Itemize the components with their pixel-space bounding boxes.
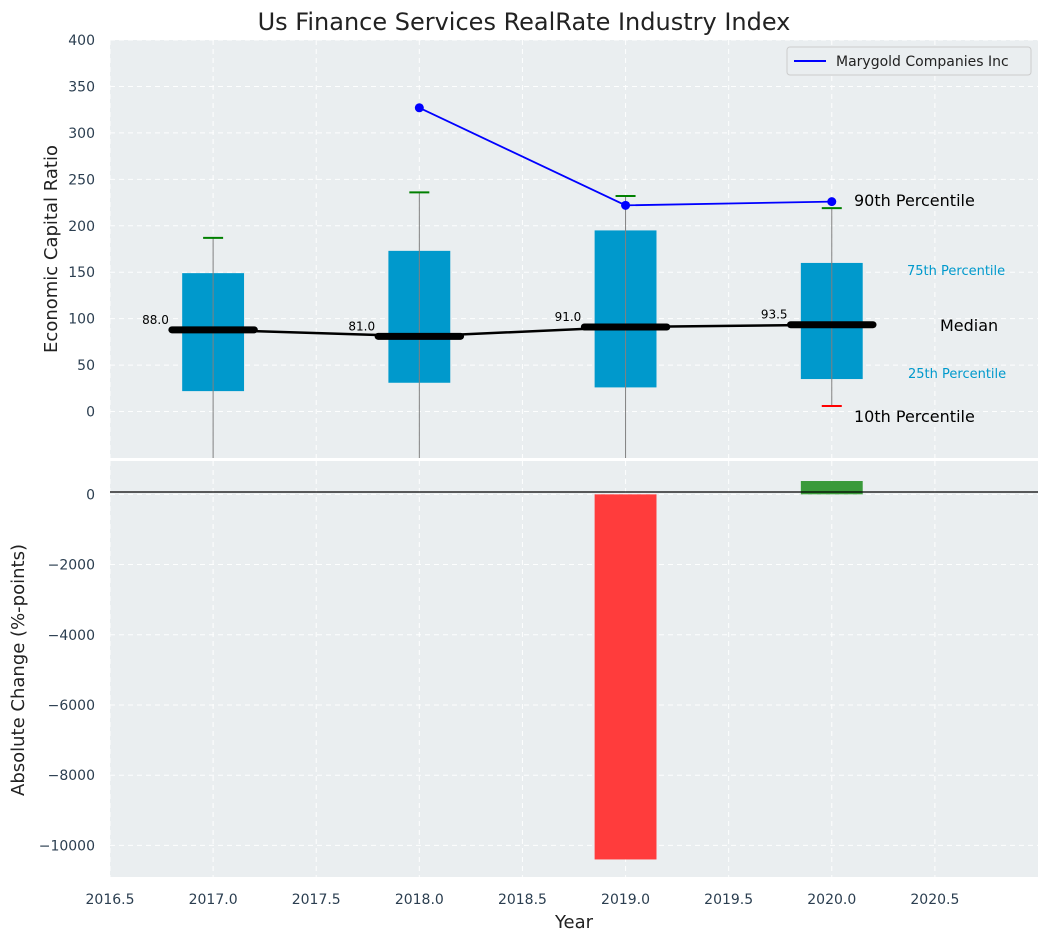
- series-point: [827, 197, 837, 207]
- median-value-label: 81.0: [348, 319, 375, 333]
- median-value-label: 88.0: [142, 313, 169, 327]
- top-y-tick-label: 400: [68, 33, 95, 49]
- x-ticks: 2016.5 2017.0 2017.5 2018.0 2018.5 2019.0 2019…: [86, 892, 960, 908]
- median-value-label: 91.0: [555, 310, 582, 324]
- top-y-tick-label: 300: [68, 126, 95, 142]
- median-trend-line: [213, 323, 832, 338]
- x-tick-label: 2017.5: [292, 892, 341, 908]
- x-tick-label: 2018.5: [498, 892, 547, 908]
- legend-box: [786, 46, 1032, 76]
- top-y-axis-label: Economic Capital Ratio: [41, 145, 62, 353]
- top-plot-area: [110, 40, 1038, 458]
- x-tick-label: 2019.0: [601, 892, 650, 908]
- bottom-plot-area: [110, 461, 1038, 877]
- top-y-ticks: 0 50 100 150 200 250 300 350 400: [68, 33, 95, 421]
- annotation-median: Median: [940, 316, 998, 335]
- annotation-p75: 75th Percentile: [907, 264, 1005, 279]
- series-point: [414, 103, 424, 113]
- series-point: [621, 200, 631, 210]
- bottom-y-axis-label: Absolute Change (%-points): [8, 544, 29, 796]
- legend-label-marygold: Marygold Companies Inc: [836, 54, 1009, 70]
- top-y-tick-label: 100: [68, 312, 95, 328]
- x-tick-label: 2020.0: [807, 892, 856, 908]
- bar-negative: [594, 494, 657, 860]
- x-axis-label: Year: [554, 912, 594, 933]
- change-bar-panel: 0 −2000 −4000 −6000 −8000 −10000 2016.5 2017.0…: [8, 461, 1038, 933]
- top-y-tick-label: 350: [68, 79, 95, 95]
- bottom-y-tick-label: −2000: [48, 558, 95, 574]
- bar-positive: [800, 481, 863, 495]
- annotation-p25: 25th Percentile: [908, 367, 1006, 382]
- chart-title: Us Finance Services RealRate Industry In…: [258, 8, 791, 36]
- annotation-p90: 90th Percentile: [854, 191, 975, 210]
- bottom-y-tick-label: −10000: [39, 838, 95, 854]
- percentile-annotations: 90th Percentile 75th Percentile Median 2…: [854, 191, 1006, 426]
- legend: Marygold Companies Inc: [786, 46, 1032, 76]
- change-bars: [594, 481, 863, 860]
- top-y-tick-label: 150: [68, 265, 95, 281]
- top-y-tick-label: 0: [86, 405, 95, 421]
- company-series: [414, 103, 837, 210]
- box-plot-panel: 0 50 100 150 200 250 300 350 400 88.0 81.0 91.0 93.…: [41, 33, 1038, 458]
- bottom-y-tick-label: −6000: [48, 698, 95, 714]
- x-tick-label: 2018.0: [395, 892, 444, 908]
- bottom-y-ticks: 0 −2000 −4000 −6000 −8000 −10000: [39, 487, 95, 854]
- x-tick-label: 2017.0: [189, 892, 238, 908]
- top-y-tick-label: 50: [77, 358, 95, 374]
- boxes: 88.0 81.0 91.0 93.5: [142, 191, 877, 458]
- bottom-grid: [109, 461, 1038, 877]
- x-tick-label: 2016.5: [86, 892, 135, 908]
- x-tick-label: 2019.5: [704, 892, 753, 908]
- top-y-tick-label: 250: [68, 172, 95, 188]
- median-value-label: 93.5: [761, 308, 788, 322]
- bottom-y-tick-label: 0: [86, 487, 95, 503]
- bottom-y-tick-label: −8000: [48, 768, 95, 784]
- annotation-p10: 10th Percentile: [854, 407, 975, 426]
- bottom-y-tick-label: −4000: [48, 628, 95, 644]
- top-y-tick-label: 200: [68, 219, 95, 235]
- x-tick-label: 2020.5: [910, 892, 959, 908]
